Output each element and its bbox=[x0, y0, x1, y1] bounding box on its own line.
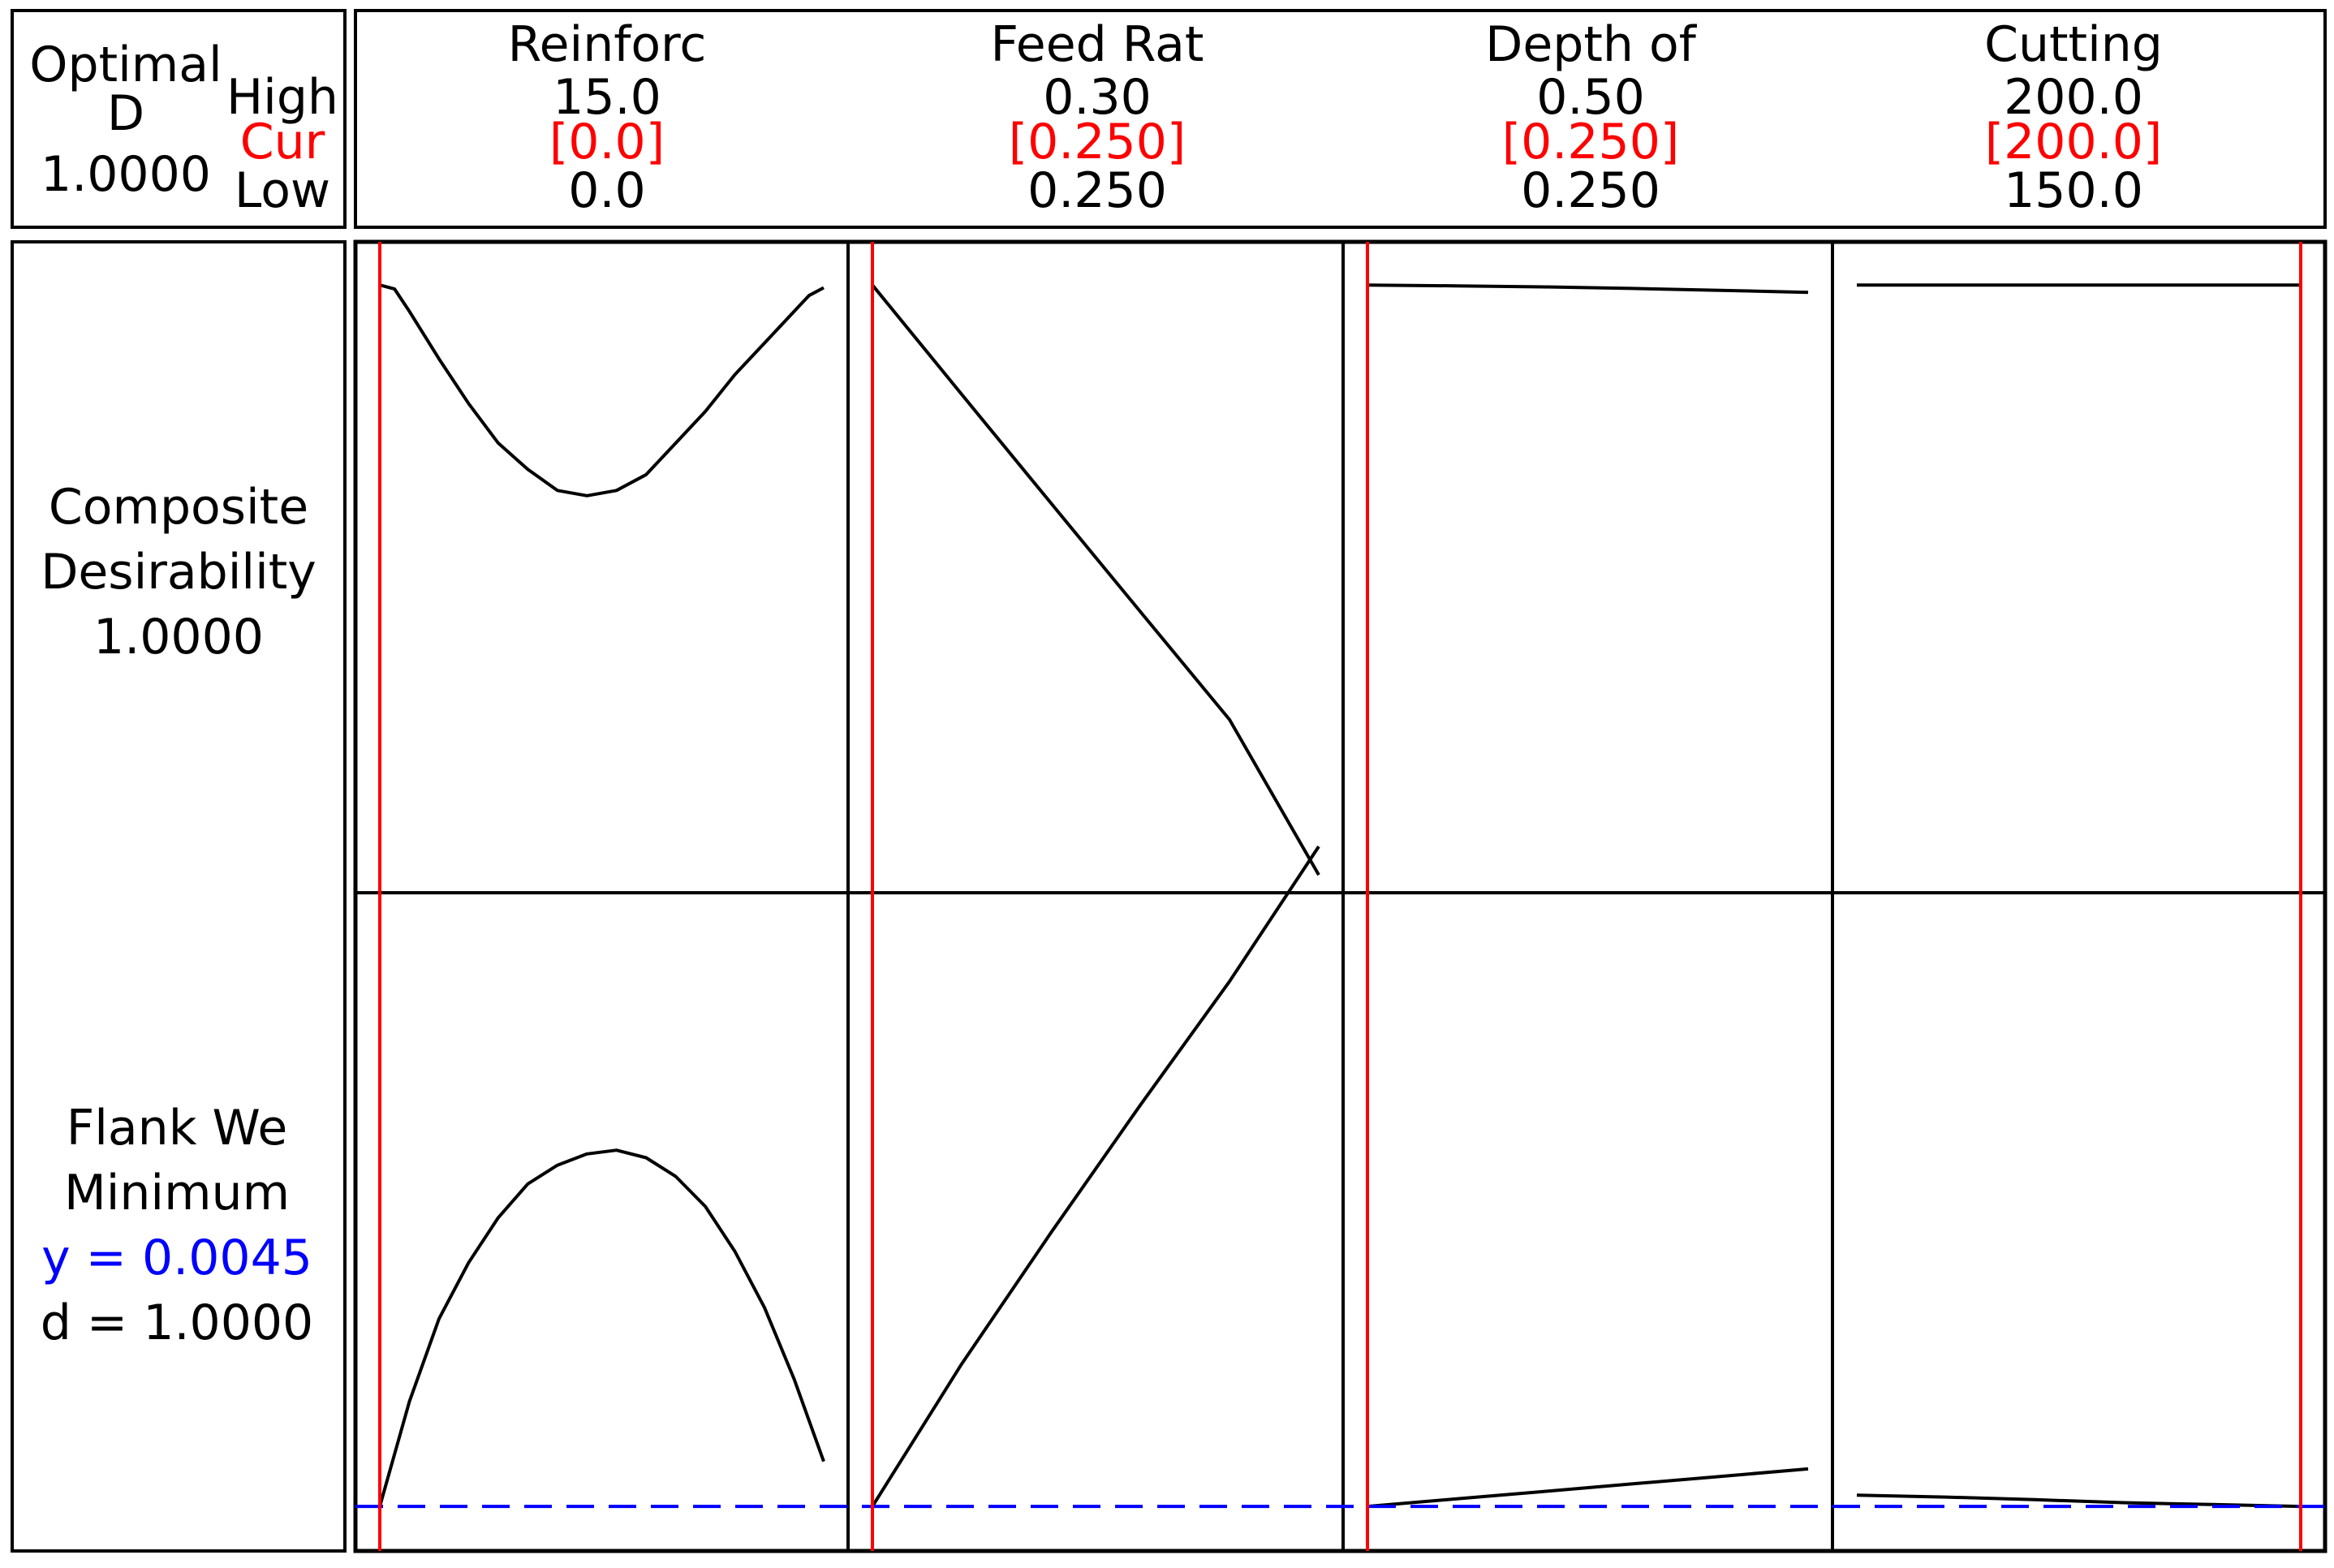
composite-line-1: Composite bbox=[49, 479, 308, 536]
factor-low-4: 150.0 bbox=[2004, 162, 2143, 219]
factor-cur-2: [0.250] bbox=[1009, 114, 1186, 170]
d-label: D bbox=[107, 85, 144, 142]
flank-curve-2 bbox=[871, 845, 1320, 1508]
composite-curve-3 bbox=[1367, 283, 1809, 295]
row-label-composite: Composite Desirability 1.0000 bbox=[41, 479, 317, 666]
factor-name-4: Cutting bbox=[1984, 16, 2163, 73]
flank-target-y: y = 0.0045 bbox=[41, 1230, 312, 1286]
composite-line-3: 1.0000 bbox=[93, 609, 264, 666]
factor-high-3: 0.50 bbox=[1536, 69, 1645, 126]
flank-desirability: d = 1.0000 bbox=[41, 1294, 313, 1351]
flank-line-1: Flank We bbox=[67, 1100, 288, 1157]
plot-grid bbox=[353, 239, 2328, 1553]
factor-name-2: Feed Rat bbox=[991, 16, 1204, 73]
cur-label: Cur bbox=[240, 114, 325, 170]
factor-low-2: 0.250 bbox=[1027, 162, 1167, 219]
factor-header-box bbox=[354, 9, 2327, 229]
plot-marks bbox=[355, 242, 2325, 1551]
factor-low-1: 0.0 bbox=[568, 162, 645, 219]
composite-curve-2 bbox=[871, 283, 1320, 876]
flank-curve-1 bbox=[378, 1148, 825, 1507]
flank-curve-3 bbox=[1367, 1467, 1809, 1509]
factor-cur-4: [200.0] bbox=[1985, 114, 2163, 170]
factor-cur-3: [0.250] bbox=[1502, 114, 1680, 170]
d-value: 1.0000 bbox=[41, 146, 211, 203]
header-box bbox=[11, 9, 347, 229]
low-label: Low bbox=[235, 162, 330, 219]
composite-line-2: Desirability bbox=[41, 544, 317, 601]
factor-high-2: 0.30 bbox=[1043, 69, 1152, 126]
plot-frame bbox=[353, 239, 2328, 1553]
factor-name-3: Depth of bbox=[1485, 16, 1698, 73]
factor-high-1: 15.0 bbox=[553, 69, 661, 126]
factor-cur-1: [0.0] bbox=[549, 114, 665, 170]
optimal-label: Optimal bbox=[29, 37, 222, 93]
high-label: High bbox=[226, 69, 338, 126]
factor-high-4: 200.0 bbox=[2004, 69, 2143, 126]
row-label-flank: Flank We Minimum y = 0.0045 d = 1.0000 bbox=[41, 1100, 313, 1351]
flank-curve-4 bbox=[1856, 1493, 2302, 1509]
factor-low-3: 0.250 bbox=[1521, 162, 1660, 219]
flank-line-2: Minimum bbox=[64, 1165, 290, 1221]
composite-curve-1 bbox=[379, 283, 825, 498]
row-label-box bbox=[11, 240, 347, 1553]
factor-name-1: Reinforc bbox=[508, 16, 707, 73]
